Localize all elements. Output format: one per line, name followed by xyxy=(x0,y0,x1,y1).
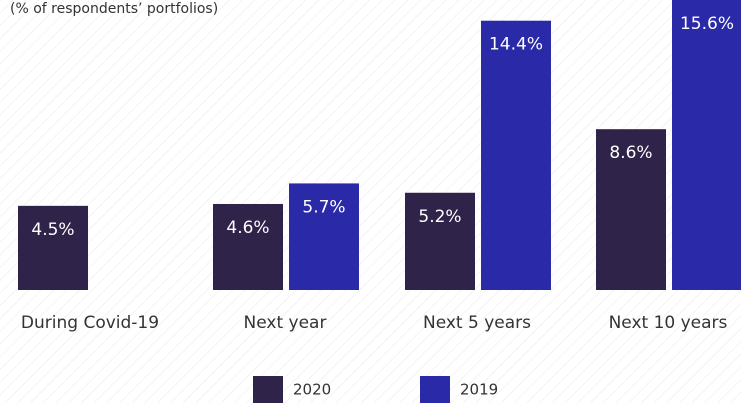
bar xyxy=(18,205,88,290)
legend-label: 2019 xyxy=(460,381,498,399)
value-label: 4.5% xyxy=(31,220,74,240)
bar xyxy=(213,203,283,290)
x-tick-label: During Covid-19 xyxy=(21,313,159,333)
value-label: 15.6% xyxy=(680,14,734,34)
value-label: 5.7% xyxy=(302,197,345,217)
bar xyxy=(481,20,551,290)
value-label: 8.6% xyxy=(609,143,652,163)
x-tick-label: Next year xyxy=(244,313,327,333)
legend-swatch xyxy=(420,376,450,403)
x-tick-label: Next 5 years xyxy=(423,313,531,333)
value-label: 5.2% xyxy=(418,207,461,227)
value-label: 14.4% xyxy=(489,35,543,55)
bar xyxy=(289,183,359,290)
legend-swatch xyxy=(253,376,283,403)
bar xyxy=(672,0,741,291)
chart-subtitle: (% of respondents’ portfolios) xyxy=(10,1,218,17)
legend-label: 2020 xyxy=(293,381,331,399)
x-tick-label: Next 10 years xyxy=(609,313,728,333)
bar xyxy=(596,129,666,290)
value-label: 4.6% xyxy=(226,218,269,238)
bar xyxy=(405,192,475,290)
